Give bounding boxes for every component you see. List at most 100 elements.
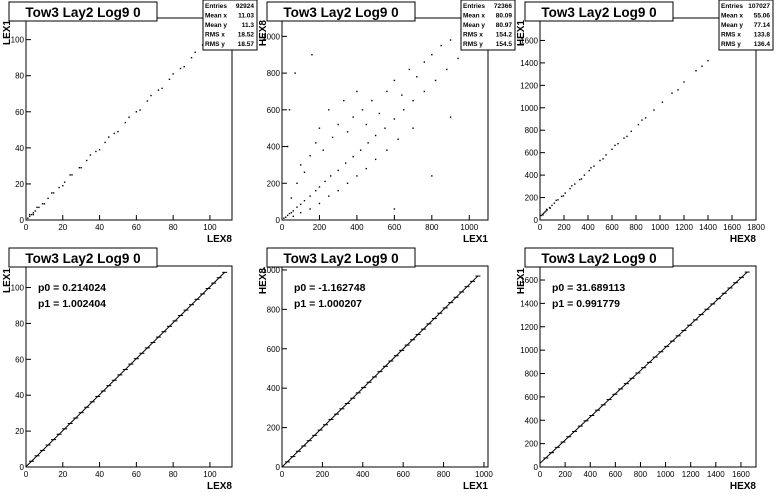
x-tick-label: 200 [558, 470, 572, 479]
stats-label: RMS x [463, 32, 483, 39]
data-point [286, 145, 289, 148]
x-tick-label: 600 [396, 470, 410, 479]
y-tick-label: 600 [525, 393, 539, 402]
y-axis-label: HEX8 [258, 268, 269, 295]
title-box [8, 1, 158, 22]
chart-pad-3: 0 200 400 600 800 1000 1200 1400 1600 1800 0 200 400… [516, 0, 776, 251]
chart-pad-2: 0 200 400 600 800 1000 0 200 400 600 800 1000 LEX1 HE… [258, 0, 516, 251]
x-tick-label: 800 [437, 470, 451, 479]
data-point [41, 203, 44, 205]
data-point [311, 54, 313, 56]
y-tick-label: 1000 [262, 266, 280, 275]
x-axis-label: LEX1 [463, 481, 488, 492]
data-point [590, 167, 592, 169]
data-point [294, 72, 296, 74]
data-point [63, 181, 66, 183]
data-point [374, 134, 377, 137]
data-point [551, 204, 553, 207]
title-box [524, 247, 674, 268]
fit-parameter: p1 = 1.002404 [38, 298, 106, 310]
data-point [71, 174, 73, 176]
data-point [412, 127, 414, 129]
y-tick-label: 200 [267, 179, 281, 188]
data-point [356, 90, 358, 93]
y-tick-label: 800 [525, 370, 539, 379]
x-tick-label: 0 [538, 470, 543, 479]
x-tick-label: 1600 [723, 223, 741, 232]
chart-title: Tow3 Lay2 Log9 0 [541, 5, 656, 20]
data-point [365, 167, 367, 170]
stats-value: 154.5 [496, 41, 513, 48]
data-point [337, 169, 339, 172]
stats-label: RMS x [721, 32, 741, 39]
data-point [446, 68, 448, 71]
x-tick-label: 1400 [707, 470, 725, 479]
y-tick-label: 200 [267, 424, 281, 433]
data-point [384, 127, 386, 129]
x-axis-label: LEX8 [207, 234, 232, 245]
stats-value: 55.06 [754, 13, 771, 20]
data-point [611, 148, 613, 150]
data-point [346, 182, 349, 184]
data-point [337, 189, 339, 192]
data-point [135, 111, 138, 113]
stats-value: 80.09 [496, 13, 513, 20]
data-point [653, 109, 655, 111]
y-tick-label: 200 [525, 440, 539, 449]
data-point [300, 211, 302, 214]
x-tick-label: 800 [425, 223, 439, 232]
x-tick-label: 80 [169, 223, 178, 232]
data-point [630, 130, 632, 133]
y-tick-label: 0 [276, 463, 281, 472]
data-point [309, 208, 311, 210]
data-point [146, 100, 149, 102]
x-tick-label: 1200 [675, 223, 693, 232]
y-tick-label: 600 [267, 345, 281, 354]
y-axis-label: LEX1 [2, 268, 13, 293]
y-tick-label: 200 [525, 194, 539, 203]
plot-frame [281, 17, 489, 221]
data-point [288, 212, 291, 215]
data-point [434, 79, 437, 82]
data-point [128, 116, 130, 118]
data-point [58, 186, 60, 189]
stats-value: 72366 [494, 3, 512, 10]
data-point [43, 203, 46, 205]
stats-value: 92924 [236, 3, 254, 10]
y-tick-label: 0 [276, 216, 281, 225]
title-box [524, 1, 674, 22]
y-axis-label: HEX8 [258, 20, 269, 47]
data-point [423, 90, 426, 93]
data-point [47, 197, 49, 200]
title-box [266, 247, 416, 268]
chart-title: Tow3 Lay2 Log9 0 [25, 251, 140, 266]
title-box [8, 247, 158, 268]
stats-label: RMS x [205, 32, 225, 39]
x-tick-label: 80 [169, 470, 178, 479]
stats-label: Entries [721, 3, 743, 10]
data-point [707, 59, 709, 62]
data-point [190, 56, 193, 59]
data-point [343, 99, 345, 102]
stats-label: Mean x [205, 13, 227, 20]
y-tick-label: 800 [267, 69, 281, 78]
data-point [614, 144, 616, 147]
data-point [315, 189, 317, 192]
data-point [412, 99, 414, 102]
x-tick-label: 60 [132, 223, 141, 232]
stats-value: 136.4 [754, 41, 771, 48]
y-tick-label: 400 [525, 416, 539, 425]
data-point [296, 206, 298, 208]
data-point [440, 44, 442, 47]
data-point [139, 109, 141, 111]
data-point [361, 109, 364, 111]
data-point [150, 94, 152, 97]
stats-value: 11.03 [238, 13, 254, 20]
x-tick-label: 1000 [651, 223, 669, 232]
x-tick-label: 100 [203, 223, 217, 232]
y-tick-label: 40 [15, 144, 24, 153]
stats-label: RMS y [721, 41, 741, 48]
data-point [292, 215, 294, 218]
stats-label: Entries [205, 3, 227, 10]
data-point [549, 207, 551, 209]
